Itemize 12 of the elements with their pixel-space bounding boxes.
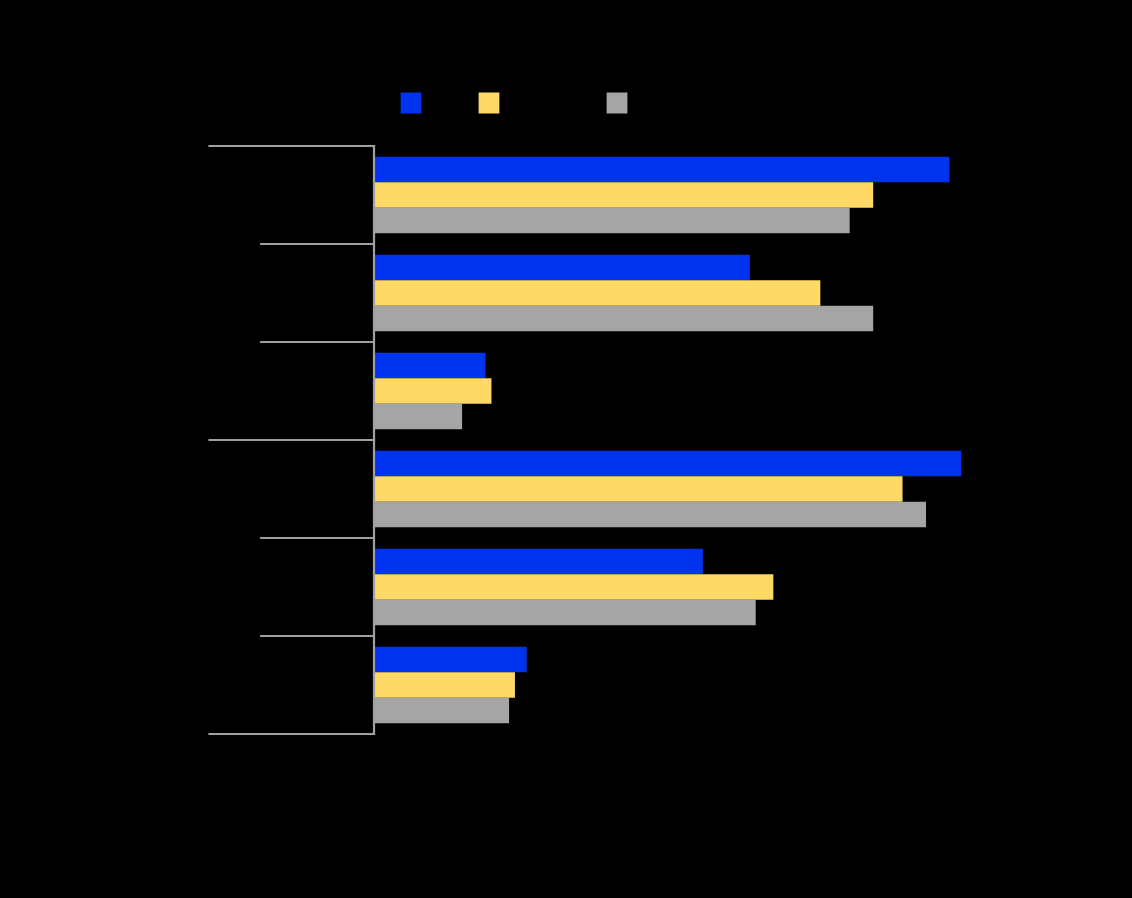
bar bbox=[374, 156, 950, 183]
bar bbox=[374, 672, 515, 698]
bar bbox=[374, 476, 903, 502]
bar bbox=[374, 646, 527, 673]
bar bbox=[374, 280, 821, 306]
bar bbox=[374, 182, 874, 208]
bar bbox=[374, 254, 750, 281]
bar bbox=[374, 450, 962, 477]
bar bbox=[374, 352, 486, 379]
bar bbox=[374, 378, 492, 404]
bar bbox=[374, 574, 774, 600]
bar bbox=[374, 548, 703, 575]
